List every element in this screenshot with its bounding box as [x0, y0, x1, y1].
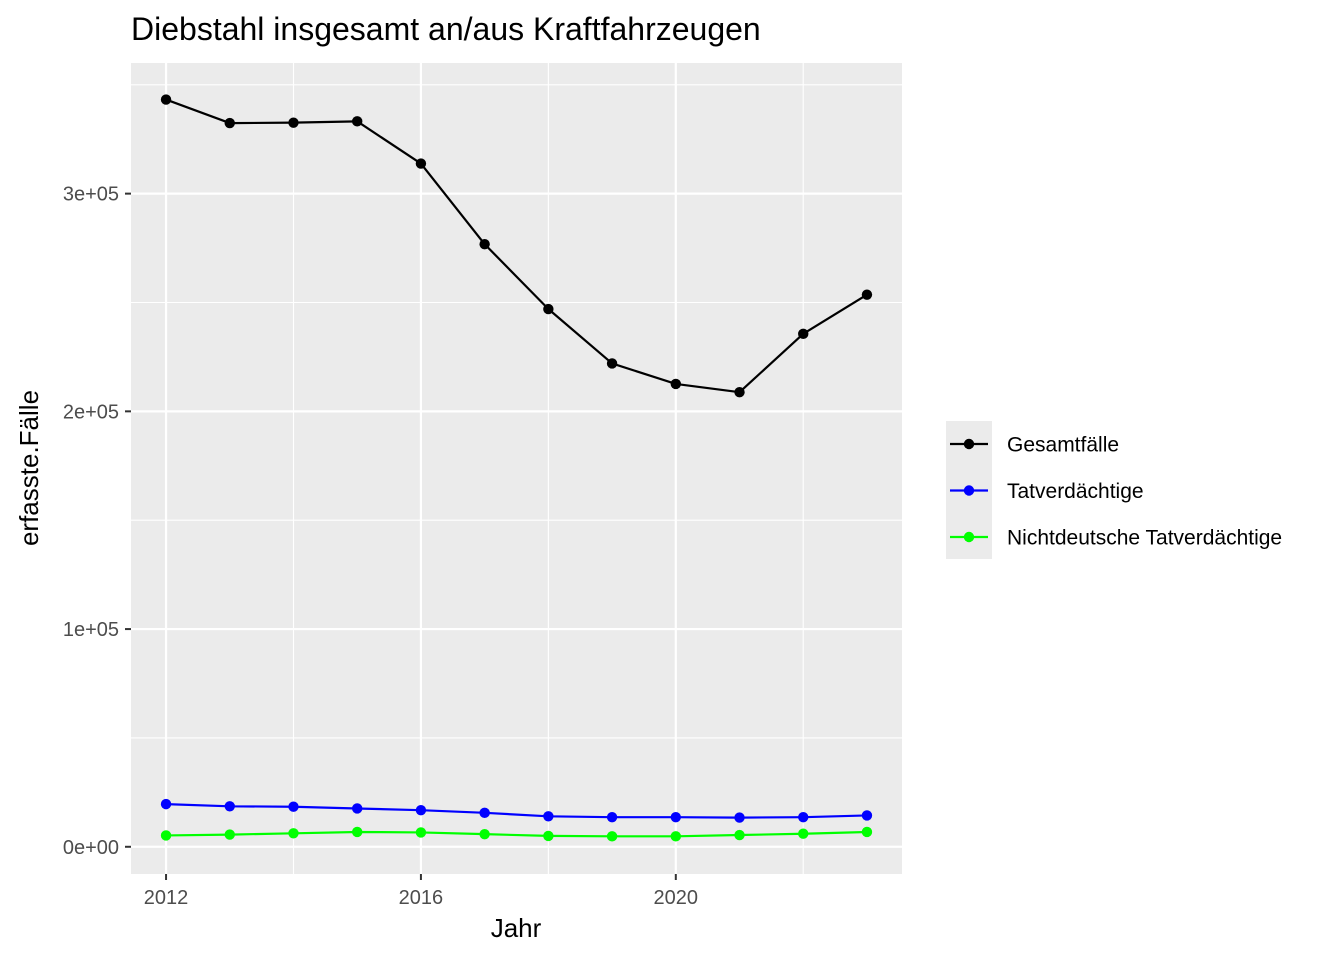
x-tick-label: 2012 [144, 887, 189, 909]
major-gridlines [131, 63, 902, 874]
data-point [606, 358, 618, 369]
data-point [415, 827, 427, 838]
data-point [415, 158, 427, 169]
data-point [734, 812, 745, 823]
x-tick-label: 2020 [654, 887, 699, 909]
data-point [798, 328, 809, 340]
data-point [160, 830, 172, 841]
series-layer [160, 94, 873, 842]
data-point [224, 829, 235, 840]
legend-marker [963, 438, 975, 450]
data-point [798, 811, 809, 823]
data-point [861, 289, 873, 300]
data-point [479, 828, 490, 840]
data-point [352, 116, 363, 127]
x-axis: 2012 2016 2020 [144, 874, 698, 909]
y-axis: 0e+00 1e+05 2e+05 3e+05 [63, 184, 131, 859]
series-3 [160, 826, 873, 842]
data-point [606, 831, 618, 842]
y-tick-label: 3e+05 [63, 184, 119, 206]
y-tick-label: 1e+05 [63, 619, 119, 641]
y-axis-title: erfasste.Fälle [14, 390, 44, 546]
data-point [479, 238, 490, 250]
data-point [288, 117, 299, 128]
series-2 [160, 798, 873, 823]
data-point [415, 805, 427, 816]
series-line [166, 830, 867, 838]
y-tick-label: 2e+05 [63, 401, 119, 423]
legend-label: Nichtdeutsche Tatverdächtige [1007, 527, 1282, 550]
legend: Gesamtfälle Tatverdächtige Nichtdeutsche T… [946, 421, 1282, 559]
data-point [543, 811, 554, 822]
data-point [670, 831, 681, 842]
data-point [479, 807, 490, 819]
data-point [543, 830, 554, 842]
data-point [160, 798, 172, 810]
legend-item: Gesamtfälle [950, 434, 1119, 457]
legend-label: Gesamtfälle [1007, 434, 1119, 457]
plot-panel [131, 63, 902, 874]
data-point [352, 826, 363, 838]
minor-gridlines [131, 63, 902, 874]
data-point [670, 811, 681, 823]
data-point [861, 826, 873, 838]
y-tick-label: 0e+00 [63, 837, 119, 859]
series-line [165, 98, 868, 394]
data-point [543, 303, 554, 315]
data-point [861, 810, 873, 821]
data-point [734, 386, 745, 398]
data-point [606, 811, 618, 823]
legend-item: Nichtdeutsche Tatverdächtige [950, 527, 1282, 550]
x-tick-label: 2016 [399, 887, 444, 909]
legend-marker [963, 531, 975, 543]
data-point [224, 801, 235, 812]
data-point [798, 828, 809, 839]
legend-item: Tatverdächtige [950, 480, 1144, 503]
series-1 [160, 94, 873, 398]
legend-label: Tatverdächtige [1007, 480, 1144, 503]
data-point [734, 829, 745, 841]
legend-marker [963, 485, 975, 496]
chart-title: Diebstahl insgesamt an/aus Kraftfahrzeug… [131, 11, 761, 47]
x-axis-title: Jahr [491, 913, 542, 943]
data-point [224, 117, 235, 129]
series-line [166, 803, 867, 819]
data-point [352, 803, 363, 814]
data-point [670, 378, 681, 390]
data-point [288, 828, 299, 839]
data-point [160, 94, 172, 105]
data-point [288, 801, 299, 812]
